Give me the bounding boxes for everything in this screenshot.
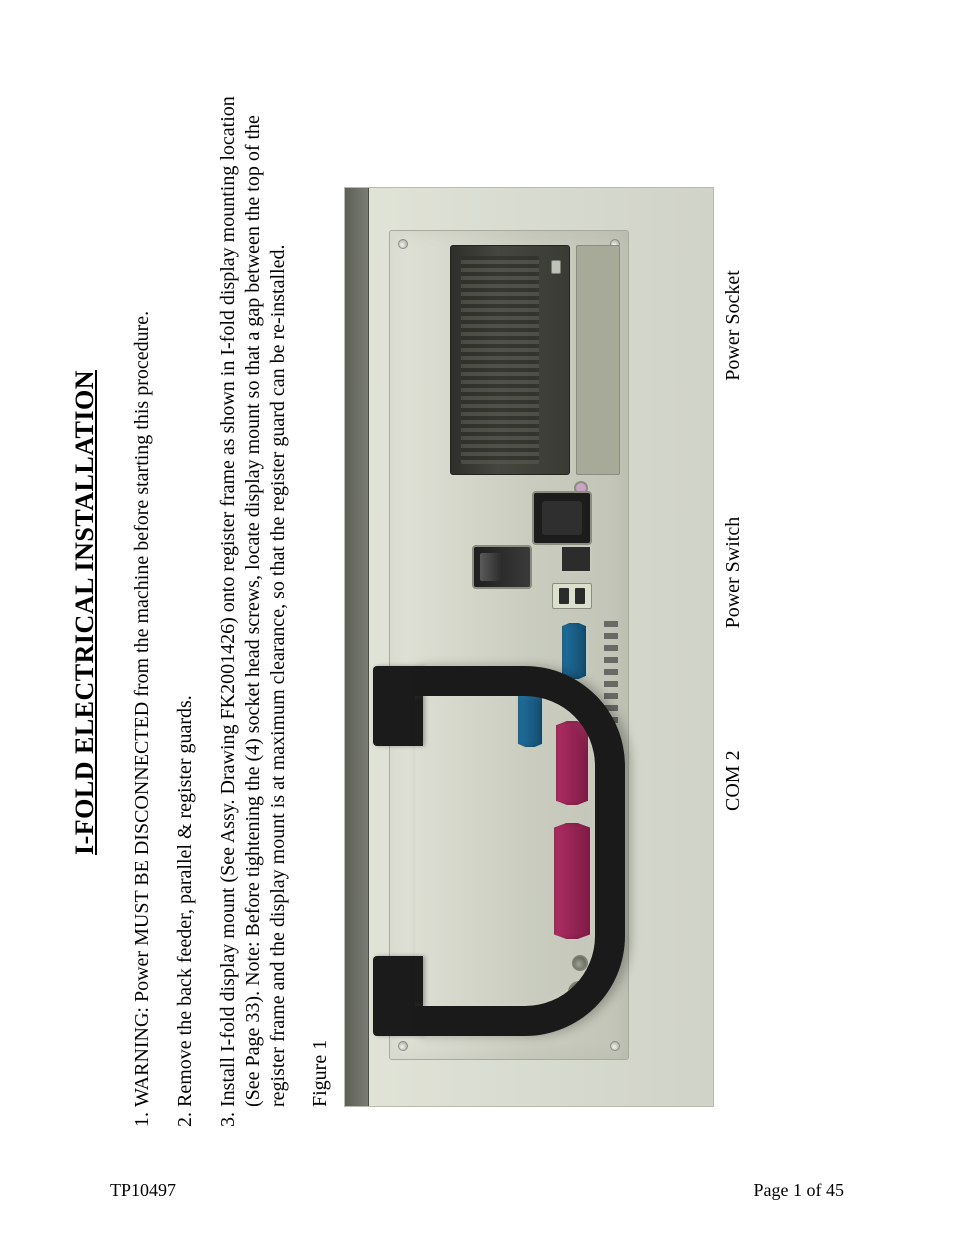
spacer	[722, 811, 745, 1107]
carry-handle	[415, 666, 625, 1036]
figure-caption: Figure 1	[309, 90, 332, 1107]
vga-port-icon	[560, 621, 588, 681]
document-body: I-FOLD ELECTRICAL INSTALLATION WARNING: …	[0, 0, 954, 1235]
expansion-bay-cover	[576, 245, 620, 475]
panel-screw	[398, 1041, 408, 1051]
drive-grille	[461, 256, 539, 464]
computer-rear-panel-photo	[344, 187, 714, 1107]
step-2-remove: Remove the back feeder, parallel & regis…	[173, 90, 198, 1107]
power-socket-icon	[532, 491, 592, 545]
label-power-switch: Power Switch	[722, 517, 745, 629]
page-footer: TP10497 Page 1 of 45	[0, 1180, 954, 1201]
panel-screw	[610, 1041, 620, 1051]
figure-callout-row: COM 2 Power Switch Power Socket	[722, 187, 745, 1107]
label-com2: COM 2	[722, 750, 745, 811]
figure-1: COM 2 Power Switch Power Socket	[344, 147, 745, 1107]
drive-eject-button-icon	[551, 260, 561, 274]
step-3-install: Install I-fold display mount (See Assy. …	[216, 90, 291, 1107]
lan-port-icon	[560, 545, 592, 573]
page-title: I-FOLD ELECTRICAL INSTALLATION	[70, 90, 100, 1135]
panel-screw	[398, 239, 408, 249]
footer-doc-id: TP10497	[110, 1180, 176, 1201]
power-switch-icon	[472, 545, 532, 589]
page: I-FOLD ELECTRICAL INSTALLATION WARNING: …	[0, 0, 954, 1235]
label-power-socket: Power Socket	[722, 270, 745, 381]
usb-ports-icon	[552, 583, 592, 609]
step-1-warning: WARNING: Power MUST BE DISCONNECTED from…	[130, 90, 155, 1107]
chassis-top-edge	[345, 188, 369, 1106]
optical-drive-bay	[450, 245, 570, 475]
footer-page-number: Page 1 of 45	[754, 1180, 844, 1201]
spacer	[722, 381, 745, 517]
spacer	[722, 628, 745, 750]
instruction-list: WARNING: Power MUST BE DISCONNECTED from…	[130, 90, 291, 1135]
